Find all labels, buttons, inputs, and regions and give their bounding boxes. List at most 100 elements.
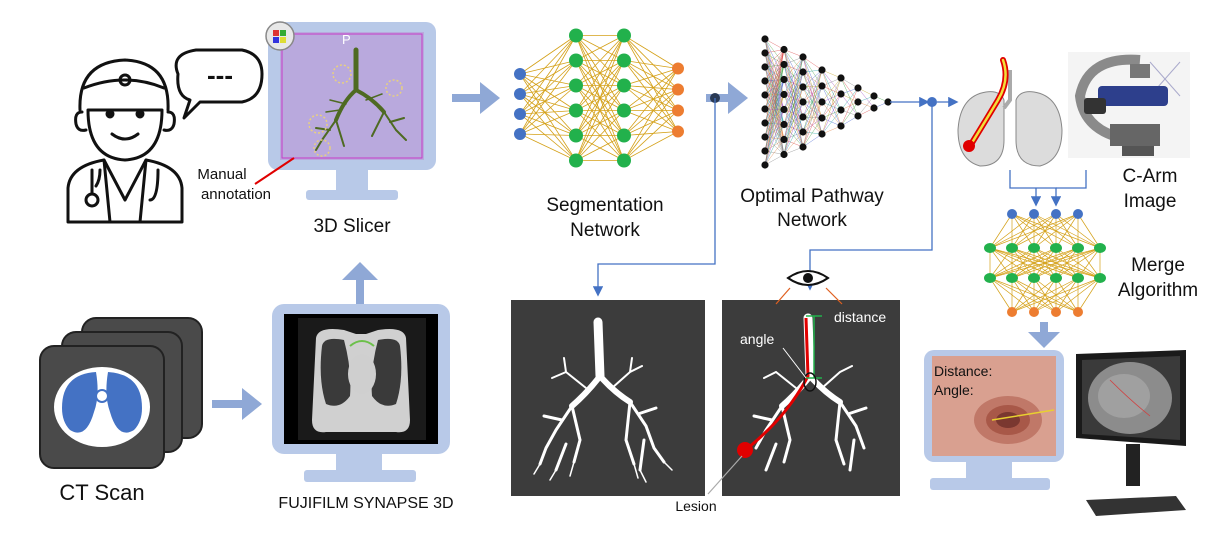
- network-edge: [989, 213, 1079, 249]
- network-edge: [623, 60, 679, 69]
- network-node: [780, 75, 788, 84]
- network-edge: [575, 60, 625, 161]
- merge-label-2: Algorithm: [1118, 280, 1198, 301]
- network-edge: [519, 110, 577, 115]
- network-edge: [1055, 277, 1101, 313]
- network-edge: [802, 69, 823, 148]
- network-edge: [623, 35, 679, 132]
- network-node: [1028, 273, 1040, 283]
- network-edge: [764, 124, 785, 166]
- network-node: [514, 128, 526, 140]
- network-edge: [575, 110, 625, 161]
- network-edge: [764, 66, 785, 95]
- network-edge: [519, 93, 577, 136]
- network-edge: [764, 80, 785, 125]
- network-node: [1073, 307, 1083, 317]
- network-edge: [1011, 277, 1035, 313]
- slicer-orientation-label: P: [342, 32, 351, 47]
- network-node: [780, 120, 788, 129]
- network-edge: [821, 93, 842, 135]
- network-edge: [802, 86, 823, 119]
- network-edge: [840, 77, 859, 103]
- network-edge: [519, 73, 577, 86]
- network-edge: [802, 86, 823, 103]
- network-edge: [764, 66, 785, 110]
- airway-3d-icon: [315, 47, 407, 151]
- network-node: [569, 78, 583, 93]
- down-arrow: [1028, 322, 1060, 348]
- network-edge: [783, 116, 804, 155]
- network-edge: [623, 68, 679, 136]
- doctor-icon: [66, 58, 184, 224]
- network-edge: [764, 108, 785, 140]
- network-edge: [1077, 213, 1101, 249]
- network-edge: [802, 101, 823, 119]
- network-node: [761, 161, 769, 169]
- network-edge: [764, 49, 785, 166]
- c-arm-label-1: C-Arm: [1123, 166, 1178, 187]
- network-node: [799, 53, 807, 61]
- ct-scan-stack-icon: [39, 317, 203, 469]
- network-edge: [1033, 213, 1079, 249]
- network-edge: [764, 66, 785, 125]
- network-node: [984, 273, 996, 283]
- ct-scan-label: CT Scan: [59, 480, 144, 505]
- eye-icon: [775, 270, 843, 305]
- network-edge: [764, 49, 785, 68]
- network-edge: [575, 35, 625, 86]
- network-edge: [764, 139, 785, 166]
- network-node: [761, 35, 769, 43]
- network-edge: [802, 69, 823, 133]
- c-arm-icon: [1068, 52, 1190, 158]
- network-edge: [623, 68, 679, 86]
- network-edge: [783, 56, 804, 80]
- network-edge: [764, 38, 785, 80]
- network-edge: [519, 113, 577, 161]
- network-edge: [764, 38, 785, 65]
- network-edge: [764, 52, 785, 80]
- network-edge: [623, 89, 679, 136]
- merge-input-connectors: [1009, 170, 1087, 207]
- network-node: [569, 128, 583, 143]
- network-edge: [623, 89, 679, 161]
- network-node: [569, 28, 583, 43]
- optimal-output-connector: [804, 96, 959, 291]
- network-node: [617, 53, 631, 68]
- network-edge: [623, 35, 679, 69]
- network-node: [1072, 243, 1084, 253]
- network-edge: [1033, 277, 1101, 313]
- network-edge: [989, 213, 1035, 249]
- network-node: [799, 68, 807, 76]
- pathway-output-panel: distance angle: [707, 300, 900, 496]
- screen-distance-label: Distance:: [934, 363, 992, 379]
- network-edge: [519, 85, 577, 95]
- network-node: [799, 143, 807, 151]
- network-edge: [989, 247, 1079, 279]
- network-edge: [764, 52, 785, 95]
- network-node: [761, 133, 769, 141]
- network-edge: [623, 68, 679, 161]
- lesion-marker: [737, 442, 753, 458]
- network-edge: [783, 56, 804, 95]
- network-edge: [623, 35, 679, 111]
- network-node: [870, 92, 878, 100]
- network-node: [1050, 273, 1062, 283]
- speech-bubble-icon: ---: [174, 48, 264, 120]
- network-node: [1028, 243, 1040, 253]
- network-edge: [519, 35, 577, 135]
- segmentation-network: [514, 28, 684, 168]
- network-node: [514, 88, 526, 100]
- network-node: [514, 108, 526, 120]
- network-edge: [519, 133, 577, 136]
- network-node: [799, 113, 807, 121]
- network-edge: [764, 94, 785, 140]
- segmentation-output-panel: [511, 300, 705, 496]
- network-edge: [764, 52, 785, 110]
- network-node: [837, 106, 845, 114]
- network-node: [837, 90, 845, 98]
- network-node: [672, 104, 684, 117]
- speech-bubble-text: ---: [207, 60, 233, 90]
- network-edge: [802, 117, 823, 148]
- network-node: [870, 104, 878, 112]
- network-edge: [764, 49, 785, 152]
